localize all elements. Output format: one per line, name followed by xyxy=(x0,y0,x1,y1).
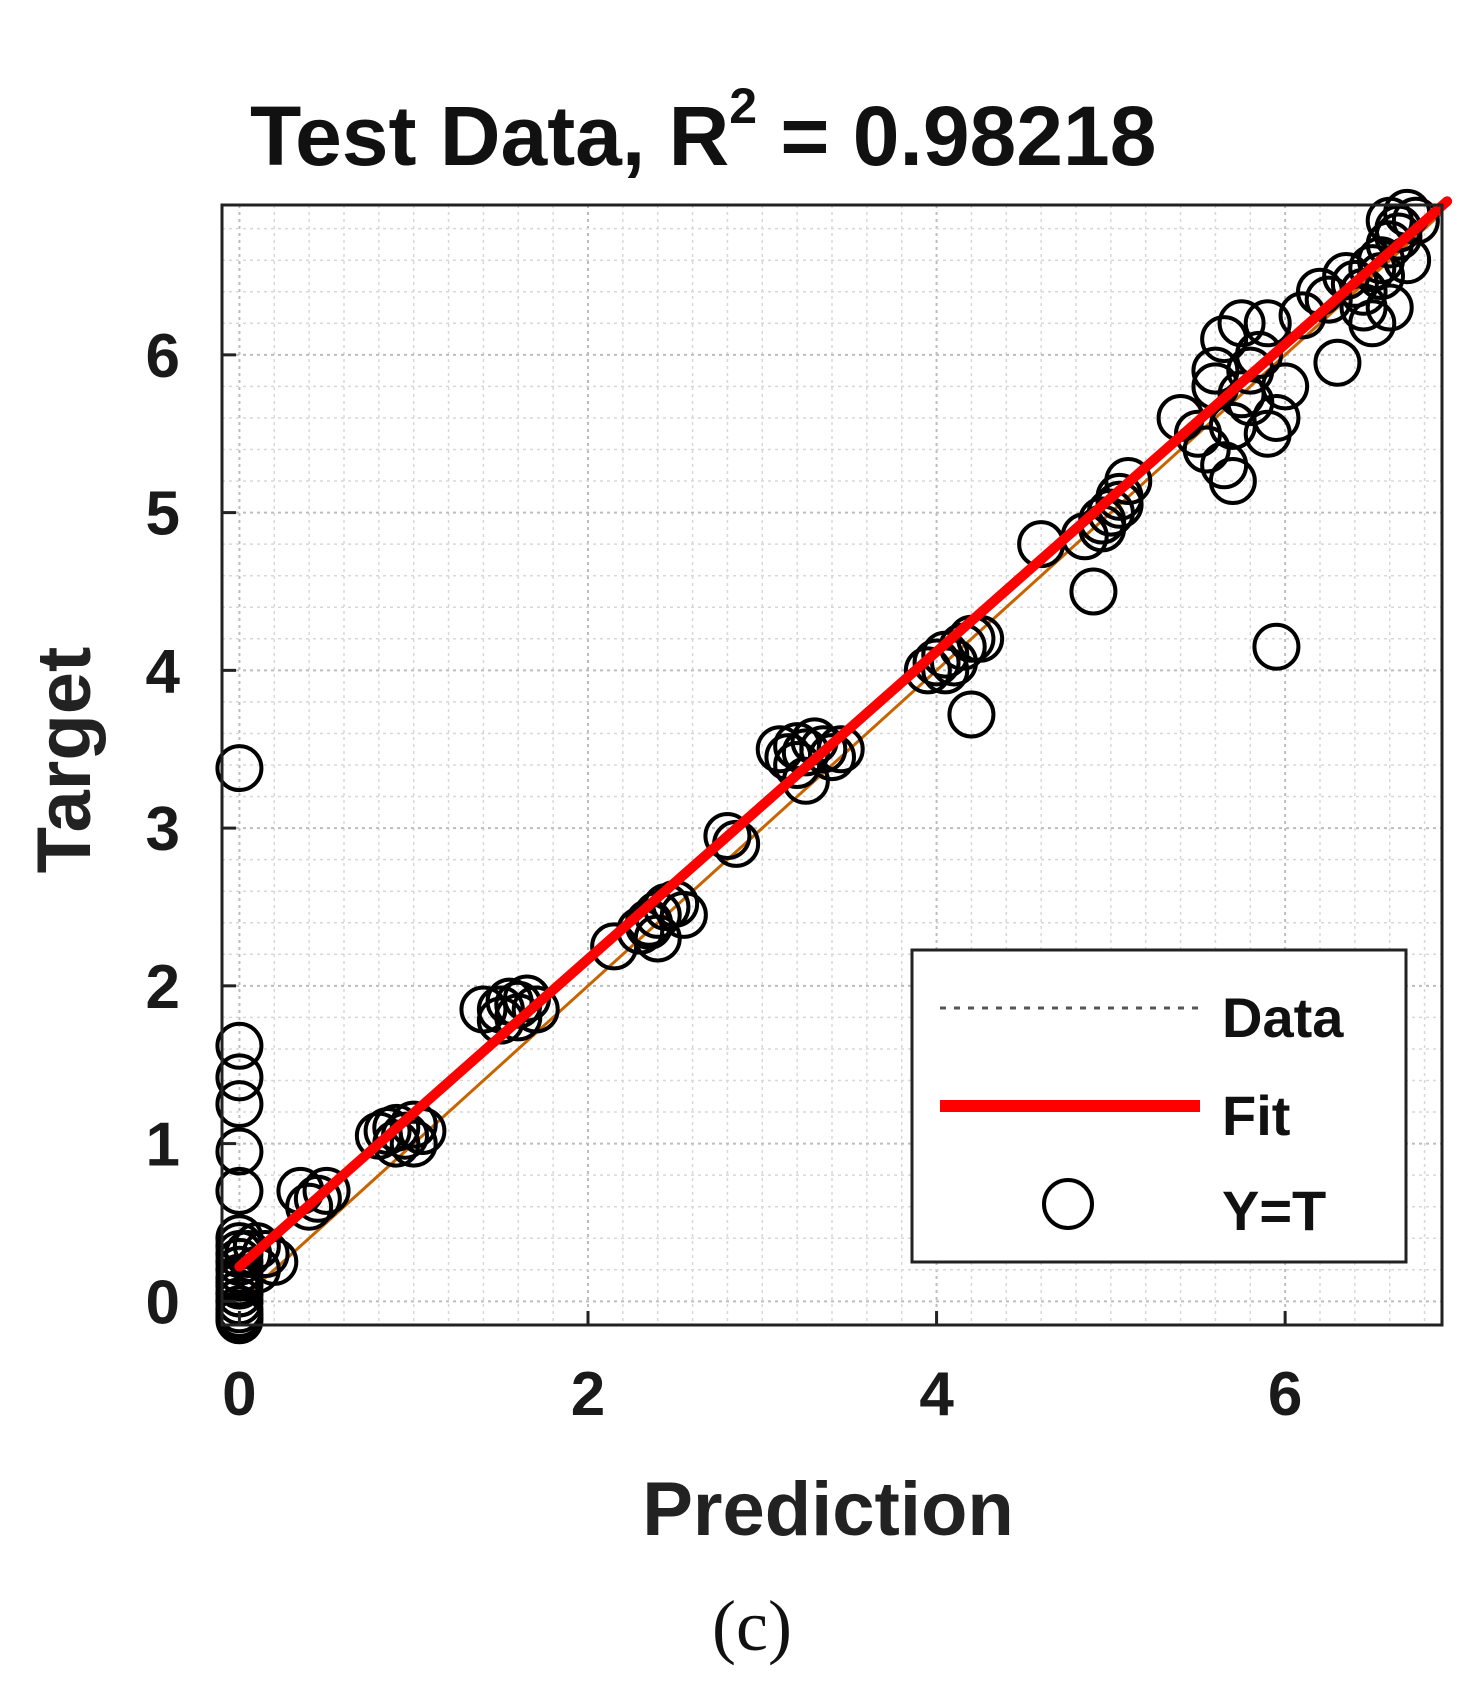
data-point xyxy=(633,914,682,963)
y-tick-label: 3 xyxy=(146,795,180,864)
legend-label-data: Data xyxy=(1222,986,1344,1049)
data-point xyxy=(1304,275,1353,324)
data-point xyxy=(1217,299,1266,348)
data-point xyxy=(1330,259,1379,308)
chart-title-superscript: 2 xyxy=(729,78,757,134)
data-point xyxy=(215,1080,264,1129)
data-point xyxy=(494,993,543,1042)
data-points xyxy=(215,188,1440,1345)
data-point xyxy=(1261,362,1310,411)
figure-caption: (c) xyxy=(712,1586,792,1666)
chart-title-suffix: = 0.98218 xyxy=(757,89,1156,183)
data-point xyxy=(703,811,752,860)
y-tick-label: 4 xyxy=(146,637,181,706)
data-point xyxy=(215,1053,264,1102)
fit-line xyxy=(234,196,1453,1272)
axis-ticks: 0 2 4 6 0 1 2 3 4 5 6 xyxy=(146,322,1303,1429)
data-point xyxy=(1069,567,1118,616)
y-tick-label: 1 xyxy=(146,1111,180,1180)
x-tick-label: 6 xyxy=(1268,1360,1302,1429)
data-point xyxy=(215,744,264,793)
data-point xyxy=(1348,244,1397,293)
data-point xyxy=(903,646,952,695)
data-point xyxy=(1365,196,1414,245)
y-tick-label: 6 xyxy=(146,322,180,391)
data-point xyxy=(1365,283,1414,332)
data-point xyxy=(1208,457,1257,506)
data-point xyxy=(1391,196,1440,245)
legend: Data Fit Y=T xyxy=(910,948,1408,1264)
data-point xyxy=(302,1166,351,1215)
fit-line-path xyxy=(234,196,1453,1272)
data-point xyxy=(215,1296,264,1345)
y-tick-label: 2 xyxy=(146,953,180,1022)
legend-label-identity: Y=T xyxy=(1222,1179,1326,1242)
data-point xyxy=(1182,425,1231,474)
y-tick-label: 0 xyxy=(146,1268,180,1337)
data-point xyxy=(1243,299,1292,348)
data-point xyxy=(659,890,708,939)
data-point xyxy=(773,741,822,789)
data-point xyxy=(215,1021,264,1070)
plot-area-frame xyxy=(220,203,1444,1327)
data-point xyxy=(1339,283,1388,332)
data-point xyxy=(285,1182,334,1231)
y-tick-label: 5 xyxy=(146,480,180,549)
data-point xyxy=(1191,346,1240,395)
data-point xyxy=(1252,622,1301,671)
x-tick-label: 4 xyxy=(919,1360,954,1429)
data-point xyxy=(1200,315,1249,364)
x-tick-label: 2 xyxy=(571,1360,605,1429)
x-tick-label: 0 xyxy=(222,1360,256,1429)
data-point xyxy=(1208,401,1257,450)
data-point xyxy=(293,1174,342,1223)
data-point xyxy=(947,690,996,739)
data-point xyxy=(215,1127,264,1176)
data-point xyxy=(389,1100,438,1149)
data-point xyxy=(232,1222,281,1271)
data-point xyxy=(1095,472,1144,521)
data-point xyxy=(912,638,961,687)
data-point xyxy=(389,1119,438,1168)
chart-title: Test Data, R2 = 0.98218 xyxy=(250,78,1156,183)
data-point xyxy=(799,725,848,774)
data-point xyxy=(215,1166,264,1215)
chart-title-main: Test Data, R xyxy=(250,89,729,183)
y-axis-label: Target xyxy=(22,647,107,874)
legend-marker-swatch xyxy=(1042,1178,1094,1230)
x-axis-label: Prediction xyxy=(642,1467,1014,1552)
data-point xyxy=(1313,338,1362,387)
legend-label-fit: Fit xyxy=(1222,1084,1290,1147)
data-point xyxy=(372,1103,421,1152)
